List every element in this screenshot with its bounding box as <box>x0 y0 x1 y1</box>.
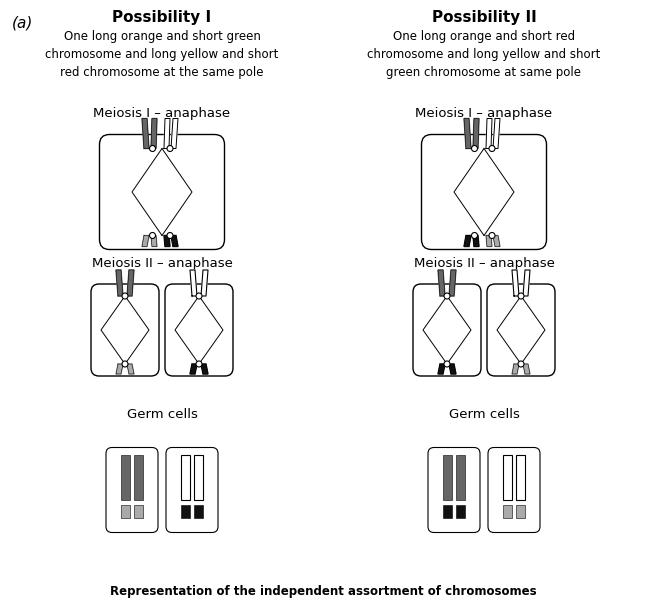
FancyBboxPatch shape <box>106 447 158 532</box>
FancyBboxPatch shape <box>413 284 481 376</box>
Polygon shape <box>438 270 445 296</box>
Circle shape <box>444 293 450 299</box>
FancyBboxPatch shape <box>166 447 218 532</box>
Bar <box>516 455 525 500</box>
Polygon shape <box>116 270 123 296</box>
Bar <box>181 455 190 500</box>
Bar <box>443 455 452 500</box>
Circle shape <box>489 232 495 239</box>
Bar <box>456 455 465 500</box>
Polygon shape <box>449 270 456 296</box>
Text: One long orange and short green
chromosome and long yellow and short
red chromos: One long orange and short green chromoso… <box>45 30 278 79</box>
Polygon shape <box>449 364 456 374</box>
Polygon shape <box>127 270 134 296</box>
Bar <box>134 455 143 500</box>
Polygon shape <box>116 364 123 374</box>
FancyBboxPatch shape <box>428 447 480 532</box>
Polygon shape <box>473 118 479 149</box>
Bar <box>194 504 203 518</box>
Bar <box>503 455 512 500</box>
FancyBboxPatch shape <box>91 284 159 376</box>
Circle shape <box>518 361 524 367</box>
Polygon shape <box>464 236 471 246</box>
Circle shape <box>122 293 128 299</box>
Bar <box>134 504 143 518</box>
Circle shape <box>149 146 156 152</box>
Polygon shape <box>190 270 197 296</box>
Polygon shape <box>438 364 445 374</box>
Polygon shape <box>142 118 149 149</box>
Circle shape <box>472 232 477 239</box>
FancyBboxPatch shape <box>99 135 225 249</box>
Text: Meiosis I – anaphase: Meiosis I – anaphase <box>94 107 231 120</box>
Polygon shape <box>151 236 157 246</box>
Circle shape <box>167 146 173 152</box>
Bar <box>181 504 190 518</box>
Polygon shape <box>493 118 500 149</box>
Polygon shape <box>142 236 149 246</box>
Bar <box>456 504 465 518</box>
Polygon shape <box>190 364 197 374</box>
FancyBboxPatch shape <box>421 135 547 249</box>
Text: (a): (a) <box>12 16 34 31</box>
Polygon shape <box>486 236 492 246</box>
Text: Possibility II: Possibility II <box>432 10 536 25</box>
Polygon shape <box>164 118 170 149</box>
Polygon shape <box>127 364 134 374</box>
Polygon shape <box>523 270 530 296</box>
Circle shape <box>167 232 173 239</box>
Circle shape <box>518 293 524 299</box>
Text: Possibility I: Possibility I <box>112 10 211 25</box>
Circle shape <box>149 232 156 239</box>
Circle shape <box>444 361 450 367</box>
Circle shape <box>122 361 128 367</box>
Circle shape <box>489 146 495 152</box>
FancyBboxPatch shape <box>488 447 540 532</box>
Polygon shape <box>464 118 471 149</box>
Bar <box>194 455 203 500</box>
Text: One long orange and short red
chromosome and long yellow and short
green chromos: One long orange and short red chromosome… <box>368 30 601 79</box>
Bar <box>121 455 130 500</box>
Polygon shape <box>201 270 208 296</box>
Text: Meiosis II – anaphase: Meiosis II – anaphase <box>413 257 554 270</box>
Text: Germ cells: Germ cells <box>127 408 198 421</box>
Text: Meiosis II – anaphase: Meiosis II – anaphase <box>92 257 233 270</box>
Polygon shape <box>151 118 157 149</box>
FancyBboxPatch shape <box>487 284 555 376</box>
Polygon shape <box>171 236 178 246</box>
Polygon shape <box>201 364 208 374</box>
Polygon shape <box>523 364 530 374</box>
Polygon shape <box>493 236 500 246</box>
Text: Germ cells: Germ cells <box>448 408 519 421</box>
Bar <box>443 504 452 518</box>
Polygon shape <box>486 118 492 149</box>
Bar <box>516 504 525 518</box>
Polygon shape <box>473 236 479 246</box>
Polygon shape <box>171 118 178 149</box>
FancyBboxPatch shape <box>165 284 233 376</box>
Circle shape <box>472 146 477 152</box>
Bar <box>503 504 512 518</box>
Bar <box>121 504 130 518</box>
Circle shape <box>196 361 202 367</box>
Circle shape <box>196 293 202 299</box>
Polygon shape <box>512 270 519 296</box>
Text: Representation of the independent assortment of chromosomes: Representation of the independent assort… <box>110 585 536 598</box>
Text: Meiosis I – anaphase: Meiosis I – anaphase <box>415 107 552 120</box>
Polygon shape <box>164 236 170 246</box>
Polygon shape <box>512 364 519 374</box>
